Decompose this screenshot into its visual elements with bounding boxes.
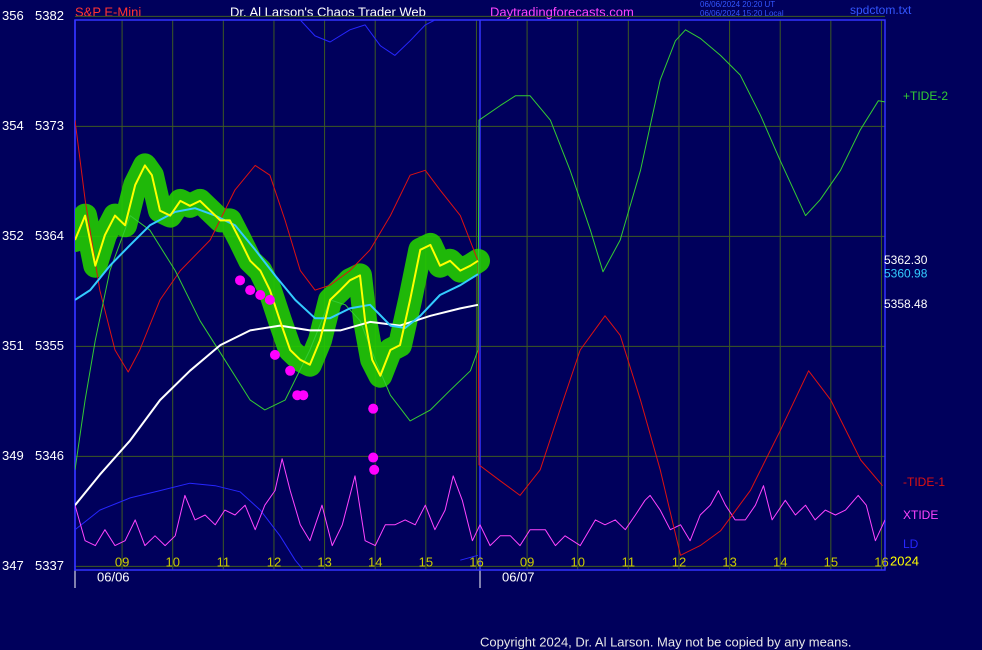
series-line (75, 164, 479, 377)
y-tick-label: 5382 (35, 8, 64, 23)
end-value-label: 5360.98 (884, 266, 928, 280)
marker-dot (269, 349, 280, 360)
labels: 5382 356 5373 354 5364 352 5355 351 5346 349 5337 3… (2, 8, 948, 585)
x-tick-label: 11 (622, 554, 636, 569)
series-line (75, 207, 479, 329)
chart-title: Dr. Al Larson's Chaos Trader Web (230, 4, 426, 19)
grid (74, 15, 886, 588)
legend-entry: +TIDE-2 (903, 89, 948, 103)
x-tick-label: 11 (217, 554, 231, 569)
marker-dot (264, 294, 275, 305)
copyright: Copyright 2024, Dr. Al Larson. May not b… (480, 634, 851, 649)
x-tick-label: 14 (368, 554, 382, 569)
legend-entry: XTIDE (903, 508, 938, 522)
day-label: 06/07 (502, 569, 535, 584)
marker-dot (298, 390, 309, 401)
degree-tick-label: 347 (2, 558, 24, 573)
marker-dot (285, 365, 296, 376)
marker-dot (245, 285, 256, 296)
marker-dot (235, 275, 246, 286)
legend-entry: -TIDE-1 (903, 475, 945, 489)
marker-dot (255, 290, 266, 300)
timestamp: 06/06/2024 20:20 UT (700, 0, 775, 9)
y-tick-label: 5373 (35, 118, 64, 133)
end-value-label: 5362.30 (884, 253, 928, 267)
degree-tick-label: 351 (2, 338, 24, 353)
plot-frame (74, 19, 886, 571)
timestamp: 06/06/2024 15:20 Local (700, 9, 784, 18)
degree-tick-label: 352 (2, 228, 24, 243)
x-tick-label: 16 (469, 554, 483, 569)
x-tick-label: 10 (570, 554, 584, 569)
y-tick-label: 5355 (35, 338, 64, 353)
series-line (75, 120, 883, 556)
x-tick-label: 13 (722, 554, 736, 569)
y-tick-label: 5346 (35, 448, 64, 463)
x-tick-label: 13 (317, 554, 331, 569)
plot-lines (75, 20, 885, 570)
marker-dot (369, 464, 380, 475)
site: Daytradingforecasts.com (490, 4, 634, 19)
degree-tick-label: 354 (2, 118, 24, 133)
x-tick-label: 14 (773, 554, 787, 569)
series-line (75, 29, 885, 470)
x-tick-label: 15 (419, 554, 433, 569)
symbol: S&P E-Mini (75, 4, 141, 19)
y-tick-label: 5337 (35, 558, 64, 573)
degree-tick-label: 349 (2, 448, 24, 463)
x-tick-label: 16 (874, 554, 888, 569)
day-label: 06/06 (97, 569, 130, 584)
x-tick-label: 10 (165, 554, 179, 569)
series-line (75, 458, 885, 547)
x-tick-label: 09 (520, 554, 534, 569)
y-tick-label: 5364 (35, 228, 64, 243)
x-tick-label: 12 (267, 554, 281, 569)
series-line (75, 303, 479, 506)
end-value-label: 5358.48 (884, 297, 928, 311)
series-line (75, 20, 479, 570)
year-label: 2024 (890, 553, 919, 568)
marker-dot (368, 403, 379, 414)
x-tick-label: 12 (672, 554, 686, 569)
marker-dot (368, 452, 379, 463)
x-tick-label: 09 (115, 554, 129, 569)
legend-entry: LD (903, 537, 919, 551)
x-tick-label: 15 (824, 554, 838, 569)
degree-tick-label: 356 (2, 8, 24, 23)
file-name: spdctom.txt (850, 3, 912, 17)
